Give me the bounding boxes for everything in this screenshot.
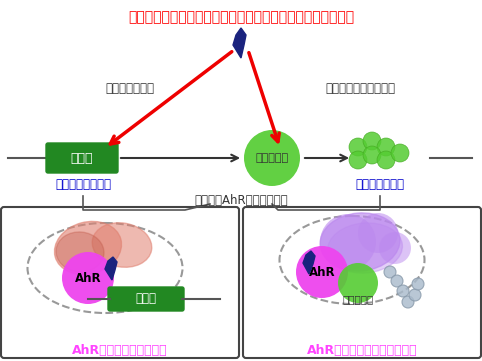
Circle shape <box>402 296 414 308</box>
Ellipse shape <box>320 213 400 271</box>
Circle shape <box>349 138 367 156</box>
Ellipse shape <box>56 232 104 272</box>
Polygon shape <box>303 251 315 274</box>
Circle shape <box>244 130 300 186</box>
Circle shape <box>391 144 409 162</box>
Circle shape <box>377 151 395 169</box>
Text: タンパク質: タンパク質 <box>255 153 289 163</box>
Ellipse shape <box>54 221 121 275</box>
Circle shape <box>391 275 403 287</box>
Text: AhRは遺伝子発現を制御: AhRは遺伝子発現を制御 <box>72 344 168 357</box>
Text: （異なるAhR複合体形成）: （異なるAhR複合体形成） <box>194 193 288 206</box>
FancyBboxPatch shape <box>46 143 118 173</box>
Circle shape <box>397 285 409 297</box>
Circle shape <box>349 151 367 169</box>
Text: タンパク質: タンパク質 <box>342 294 374 304</box>
Circle shape <box>358 213 398 253</box>
Ellipse shape <box>92 223 152 267</box>
Circle shape <box>296 246 348 298</box>
Text: AhRはタンパク質分解を制御: AhRはタンパク質分解を制御 <box>307 344 417 357</box>
Text: 遺伝子発現の誘導: 遺伝子発現の誘導 <box>55 178 111 191</box>
Text: AhR: AhR <box>75 271 101 284</box>
Circle shape <box>363 132 381 150</box>
Circle shape <box>338 263 378 303</box>
FancyBboxPatch shape <box>1 207 239 358</box>
Text: タンパク質分解: タンパク質分解 <box>356 178 404 191</box>
Text: 遺伝子: 遺伝子 <box>71 152 93 165</box>
Ellipse shape <box>328 223 402 273</box>
Circle shape <box>384 266 396 278</box>
Circle shape <box>377 138 395 156</box>
Polygon shape <box>105 257 117 280</box>
Circle shape <box>320 214 376 270</box>
Text: （従来の経路）: （従来の経路） <box>106 82 155 95</box>
Circle shape <box>409 289 421 301</box>
Circle shape <box>363 146 381 164</box>
FancyBboxPatch shape <box>243 207 481 358</box>
Text: 遺伝子: 遺伝子 <box>135 292 157 305</box>
Circle shape <box>62 252 114 304</box>
Polygon shape <box>233 28 246 58</box>
Circle shape <box>412 278 424 290</box>
Text: （今回わかった経路）: （今回わかった経路） <box>325 82 395 95</box>
Text: 低分子化学物質（環境汚染物質や脂溶性生理活性物質など）: 低分子化学物質（環境汚染物質や脂溶性生理活性物質など） <box>128 10 354 24</box>
Text: AhR: AhR <box>308 265 335 278</box>
FancyBboxPatch shape <box>108 287 184 311</box>
Circle shape <box>379 232 411 264</box>
